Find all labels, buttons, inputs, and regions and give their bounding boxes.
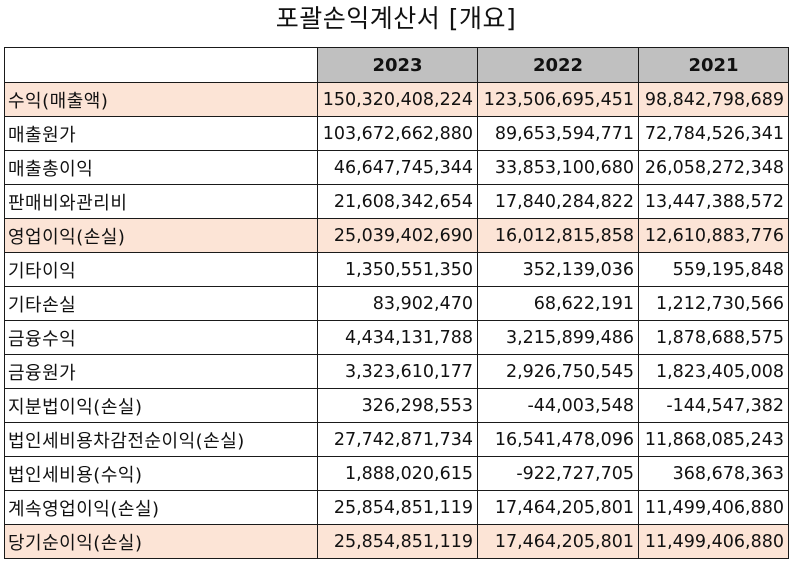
value-cell: 27,742,871,734 [317, 422, 478, 457]
value-cell: 326,298,553 [317, 388, 478, 423]
value-cell: 72,784,526,341 [638, 116, 789, 151]
value-cell: 368,678,363 [638, 456, 789, 491]
header-cell-year: 2021 [638, 47, 789, 83]
row-label: 법인세비용차감전순이익(손실) [4, 422, 318, 457]
table-row: 영업이익(손실) 25,039,402,690 16,012,815,858 12,6… [4, 218, 789, 253]
row-label: 당기순이익(손실) [4, 524, 318, 559]
value-cell: 11,499,406,880 [638, 524, 789, 559]
value-cell: 17,840,284,822 [477, 184, 639, 219]
table-row: 법인세비용(수익) 1,888,020,615 -922,727,705 368,67… [4, 456, 789, 491]
header-cell-blank [4, 47, 318, 83]
row-label: 영업이익(손실) [4, 218, 318, 253]
value-cell: 17,464,205,801 [477, 524, 639, 559]
value-cell: 33,853,100,680 [477, 150, 639, 185]
value-cell: 46,647,745,344 [317, 150, 478, 185]
row-label: 기타이익 [4, 252, 318, 287]
row-label: 매출원가 [4, 116, 318, 151]
table-row: 매출총이익 46,647,745,344 33,853,100,680 26,058,… [4, 150, 789, 185]
value-cell: -922,727,705 [477, 456, 639, 491]
row-label: 기타손실 [4, 286, 318, 321]
table-row: 지분법이익(손실) 326,298,553 -44,003,548 -144,547,… [4, 388, 789, 423]
table-row: 수익(매출액) 150,320,408,224 123,506,695,451 98,… [4, 82, 789, 117]
value-cell: 21,608,342,654 [317, 184, 478, 219]
value-cell: 1,888,020,615 [317, 456, 478, 491]
table-row: 계속영업이익(손실) 25,854,851,119 17,464,205,801 11… [4, 490, 789, 525]
value-cell: 103,672,662,880 [317, 116, 478, 151]
value-cell: 1,878,688,575 [638, 320, 789, 355]
row-label: 지분법이익(손실) [4, 388, 318, 423]
value-cell: -144,547,382 [638, 388, 789, 423]
value-cell: 68,622,191 [477, 286, 639, 321]
value-cell: 352,139,036 [477, 252, 639, 287]
value-cell: 1,350,551,350 [317, 252, 478, 287]
value-cell: 150,320,408,224 [317, 82, 478, 117]
table-row: 금융수익 4,434,131,788 3,215,899,486 1,878,688,… [4, 320, 789, 355]
value-cell: 16,541,478,096 [477, 422, 639, 457]
row-label: 법인세비용(수익) [4, 456, 318, 491]
value-cell: 16,012,815,858 [477, 218, 639, 253]
table-row: 금융원가 3,323,610,177 2,926,750,545 1,823,405,… [4, 354, 789, 389]
value-cell: 559,195,848 [638, 252, 789, 287]
value-cell: 12,610,883,776 [638, 218, 789, 253]
table-row: 매출원가 103,672,662,880 89,653,594,771 72,784,… [4, 116, 789, 151]
row-label: 금융원가 [4, 354, 318, 389]
page-title: 포괄손익계산서 [개요] [275, 4, 517, 33]
value-cell: 3,215,899,486 [477, 320, 639, 355]
row-label: 판매비와관리비 [4, 184, 318, 219]
value-cell: -44,003,548 [477, 388, 639, 423]
value-cell: 98,842,798,689 [638, 82, 789, 117]
value-cell: 25,854,851,119 [317, 490, 478, 525]
income-statement-table: 2023 2022 2021 수익(매출액) 150,320,408,224 123… [4, 47, 789, 559]
header-row: 2023 2022 2021 [4, 47, 789, 83]
value-cell: 123,506,695,451 [477, 82, 639, 117]
header-cell-year: 2022 [477, 47, 639, 83]
value-cell: 3,323,610,177 [317, 354, 478, 389]
value-cell: 11,499,406,880 [638, 490, 789, 525]
value-cell: 17,464,205,801 [477, 490, 639, 525]
value-cell: 26,058,272,348 [638, 150, 789, 185]
row-label: 금융수익 [4, 320, 318, 355]
table-row: 당기순이익(손실) 25,854,851,119 17,464,205,801 11,… [4, 524, 789, 559]
row-label: 계속영업이익(손실) [4, 490, 318, 525]
value-cell: 83,902,470 [317, 286, 478, 321]
table-row: 법인세비용차감전순이익(손실) 27,742,871,734 16,541,478,… [4, 422, 789, 457]
row-label: 수익(매출액) [4, 82, 318, 117]
value-cell: 25,039,402,690 [317, 218, 478, 253]
table-row: 판매비와관리비 21,608,342,654 17,840,284,822 13,44… [4, 184, 789, 219]
value-cell: 25,854,851,119 [317, 524, 478, 559]
value-cell: 11,868,085,243 [638, 422, 789, 457]
header-cell-year: 2023 [317, 47, 478, 83]
table-row: 기타이익 1,350,551,350 352,139,036 559,195,848 [4, 252, 789, 287]
value-cell: 13,447,388,572 [638, 184, 789, 219]
value-cell: 2,926,750,545 [477, 354, 639, 389]
value-cell: 89,653,594,771 [477, 116, 639, 151]
value-cell: 4,434,131,788 [317, 320, 478, 355]
table-row: 기타손실 83,902,470 68,622,191 1,212,730,566 [4, 286, 789, 321]
row-label: 매출총이익 [4, 150, 318, 185]
value-cell: 1,212,730,566 [638, 286, 789, 321]
value-cell: 1,823,405,008 [638, 354, 789, 389]
